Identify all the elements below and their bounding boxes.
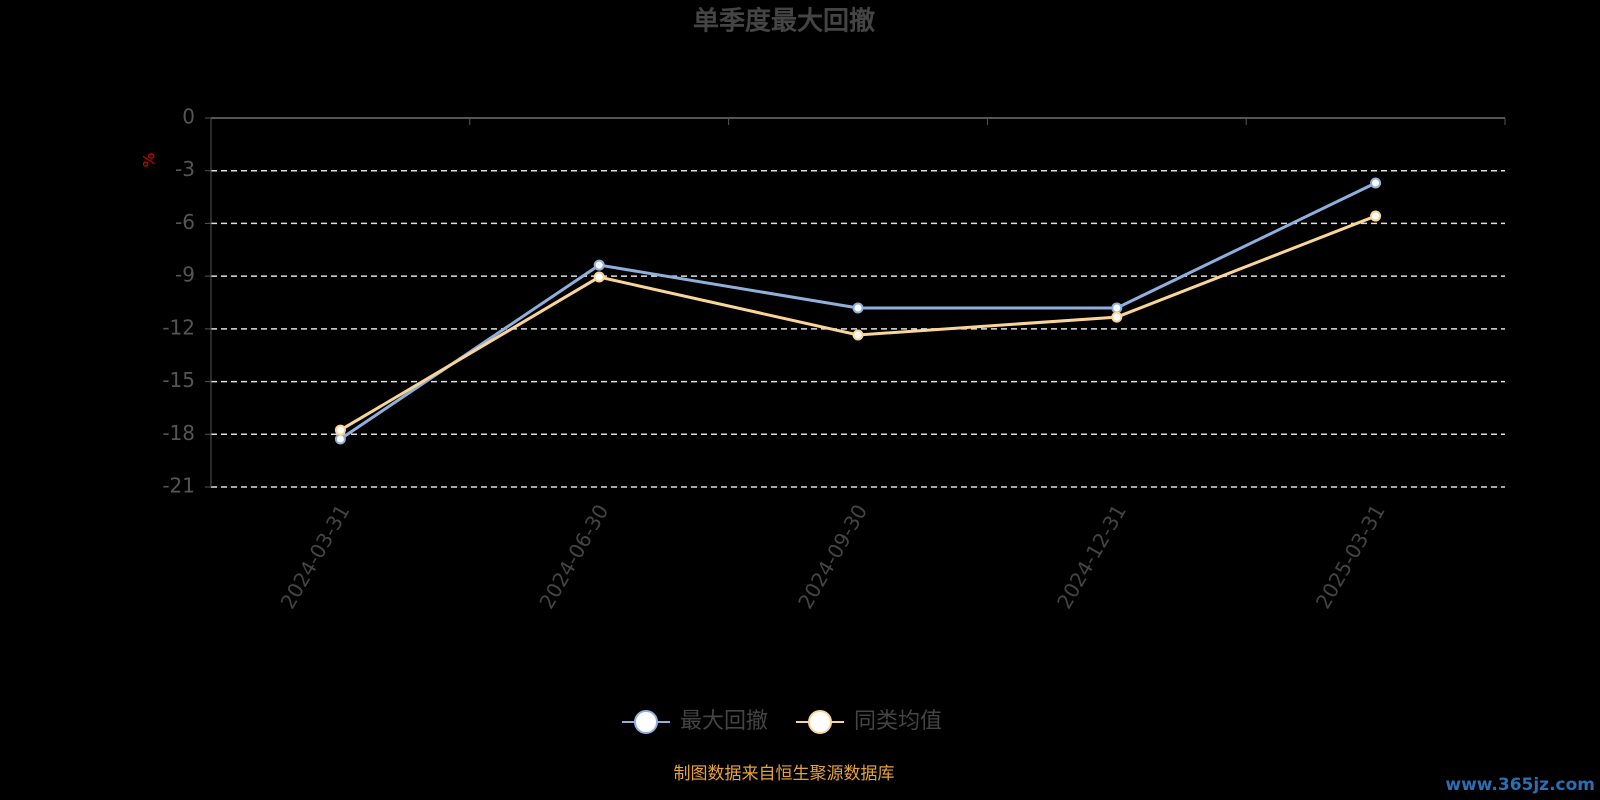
y-tick-label: -6	[175, 210, 195, 234]
x-tick-label: 2025-03-31	[1311, 500, 1390, 613]
y-tick-label: -3	[175, 157, 195, 181]
watermark: www.365jz.com	[1445, 775, 1595, 795]
y-tick-label: -15	[162, 368, 195, 392]
x-tick-label: 2024-12-31	[1052, 500, 1131, 613]
y-tick-label: -12	[162, 315, 195, 339]
x-tick-label: 2024-09-30	[793, 500, 872, 613]
data-point	[852, 329, 864, 341]
legend-marker	[634, 710, 658, 734]
data-point	[1111, 302, 1123, 314]
x-tick-label: 2024-06-30	[534, 500, 613, 613]
source-note: 制图数据来自恒生聚源数据库	[674, 764, 895, 784]
data-point	[1370, 210, 1382, 222]
y-tick-label: 0	[182, 105, 195, 129]
data-point	[1370, 177, 1382, 189]
data-point	[334, 424, 346, 436]
legend-label: 同类均值	[854, 709, 942, 734]
data-point	[334, 433, 346, 445]
chart-title: 单季度最大回撤	[693, 6, 875, 37]
data-point	[1111, 311, 1123, 323]
data-point	[593, 271, 605, 283]
legend-label: 最大回撤	[680, 709, 768, 734]
y-tick-label: -21	[162, 474, 195, 498]
legend-marker	[808, 710, 832, 734]
x-tick-label: 2024-03-31	[276, 500, 355, 613]
data-point	[852, 302, 864, 314]
data-point	[593, 259, 605, 271]
series-line	[339, 214, 1377, 432]
y-tick-label: -9	[175, 263, 195, 287]
y-axis-label: %	[140, 152, 159, 167]
y-tick-label: -18	[162, 421, 195, 445]
